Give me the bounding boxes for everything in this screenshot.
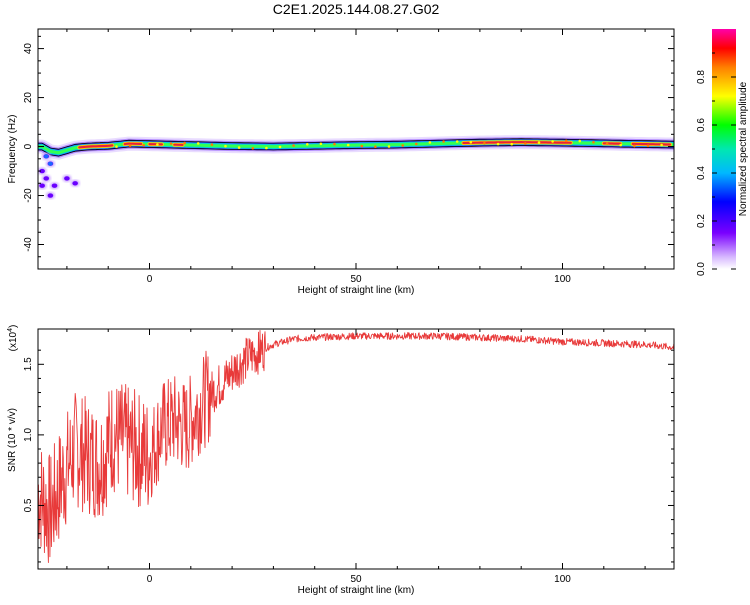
spec-x-tick-label: 0 (147, 274, 153, 285)
scatter-blob (64, 176, 70, 180)
ridge-speckle (524, 142, 527, 145)
ridge-speckle (238, 146, 241, 149)
snr-y-label: SNR (10 * v/v) (7, 408, 18, 472)
spec-y-tick-label: -20 (23, 188, 34, 203)
ridge-speckle (156, 143, 159, 146)
ridge-speckle (347, 144, 350, 147)
spectrogram-ticks: 0 50 100 40 20 0 -20 -40 (23, 29, 674, 285)
ridge-speckle (565, 140, 568, 143)
snr-content (38, 331, 674, 563)
ridge-speckle (456, 140, 459, 143)
scatter-blob (52, 184, 58, 188)
ridge-speckle (320, 143, 323, 146)
ridge-speckle (483, 142, 486, 145)
scatter-blob (43, 176, 49, 180)
ridge-speckle (497, 143, 500, 146)
ridge-speckle (633, 145, 636, 148)
colorbar-tick-label: 0.6 (696, 118, 707, 132)
spectrogram-y-label: Frequency (Hz) (7, 115, 18, 184)
colorbar-label: Normalized spectral amplitude (738, 81, 749, 216)
ridge-speckle (265, 147, 268, 150)
snr-x-tick-label: 0 (147, 574, 153, 585)
ridge-speckle (401, 144, 404, 147)
snr-frame (38, 329, 674, 569)
scatter-blob (39, 184, 45, 188)
spec-y-tick-label: 40 (23, 43, 34, 55)
ridge-speckle (333, 143, 336, 146)
snr-ticks: 0 50 100 0.5 1.0 1.5 (23, 329, 674, 585)
ridge-speckle (647, 145, 650, 148)
ridge-speckle (279, 146, 282, 149)
spec-y-tick-label: 0 (23, 143, 34, 149)
ridge-speckle (142, 144, 145, 147)
colorbar-tick-label: 0.2 (696, 214, 707, 228)
snr-scale-note: (x104) (7, 325, 19, 352)
snr-scale-prefix: (x10 (8, 331, 19, 351)
snr-y-tick-label: 1.5 (23, 357, 34, 371)
ridge-speckle (374, 145, 377, 148)
snr-scale-suffix: ) (8, 325, 19, 328)
snr-y-tick-label: 1.0 (23, 427, 34, 441)
ridge-speckle (551, 140, 554, 143)
ridge-hot-core (633, 144, 670, 145)
colorbar: 0.0 0.2 0.4 0.6 0.8 Normalized spectral ampl… (696, 29, 749, 276)
ridge-speckle (115, 145, 118, 148)
ridge-speckle (429, 141, 432, 144)
spec-y-tick-label: -40 (23, 237, 34, 252)
ridge-speckle (306, 143, 309, 146)
ridge-speckle (170, 142, 173, 145)
scatter-blob-core (44, 154, 49, 158)
snr-x-tick-label: 50 (350, 574, 362, 585)
colorbar-gradient (712, 29, 736, 269)
snr-series-line (38, 331, 674, 563)
ridge-speckle (292, 144, 295, 147)
spec-y-tick-label: 20 (23, 92, 34, 104)
ridge-speckle (660, 144, 663, 147)
colorbar-tick-label: 0.0 (696, 262, 707, 276)
ridge-speckle (579, 140, 582, 143)
scatter-blob-core (48, 162, 53, 166)
scatter-blob (72, 181, 78, 185)
ridge-speckle (183, 142, 186, 145)
ridge-speckle (470, 141, 473, 144)
ridge-hot-core (125, 144, 142, 145)
snr-x-label: Height of straight line (km) (298, 585, 415, 596)
snr-panel: 0 50 100 0.5 1.0 1.5 Height of straight line … (7, 325, 674, 596)
ridge-speckle (252, 147, 255, 150)
svg-text:(x104): (x104) (7, 325, 19, 352)
ridge-speckle (211, 143, 214, 146)
colorbar-tick-label: 0.8 (696, 70, 707, 84)
colorbar-tick-label: 0.4 (696, 166, 707, 180)
snr-y-tick-label: 0.5 (23, 498, 34, 512)
ridge-speckle (442, 140, 445, 143)
spec-x-tick-label: 50 (350, 274, 362, 285)
ridge-speckle (510, 143, 513, 146)
snr-x-tick-label: 100 (554, 574, 571, 585)
ridge-speckle (592, 141, 595, 144)
ridge-speckle (619, 144, 622, 147)
spec-x-tick-label: 100 (554, 274, 571, 285)
ridge-speckle (606, 142, 609, 145)
ridge-speckle (538, 141, 541, 144)
scatter-blob (48, 193, 54, 197)
spectrogram-panel: 0 50 100 40 20 0 -20 -40 Height of straight lin… (7, 29, 674, 296)
ridge-speckle (197, 142, 200, 145)
ridge-speckle (361, 145, 364, 148)
ridge-hot-core (463, 142, 570, 143)
ridge-speckle (224, 145, 227, 148)
spectrogram-content (38, 139, 674, 199)
ridge-speckle (415, 143, 418, 146)
ridge-speckle (388, 145, 391, 148)
ridge-speckle (129, 144, 132, 147)
spectrogram-x-label: Height of straight line (km) (298, 285, 415, 296)
chart-title: C2E1.2025.144.08.27.G02 (273, 1, 440, 17)
